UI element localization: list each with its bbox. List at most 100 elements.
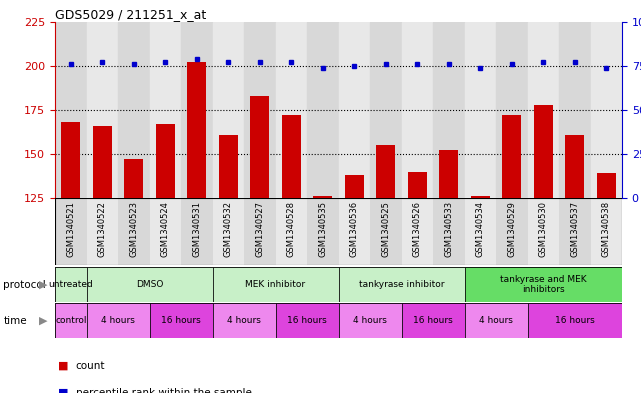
Text: GSM1340521: GSM1340521	[66, 201, 75, 257]
Bar	[534, 105, 553, 198]
Bar	[370, 22, 401, 198]
Bar	[118, 198, 149, 265]
Bar	[590, 198, 622, 265]
Text: GSM1340535: GSM1340535	[318, 201, 328, 257]
Bar	[439, 151, 458, 198]
Bar	[213, 22, 244, 198]
Text: GSM1340523: GSM1340523	[129, 201, 138, 257]
Bar	[55, 22, 87, 198]
Bar	[465, 267, 622, 302]
Bar	[87, 22, 118, 198]
Bar	[181, 198, 213, 265]
Bar	[55, 198, 87, 265]
Bar	[118, 22, 149, 198]
Text: 16 hours: 16 hours	[161, 316, 201, 325]
Bar	[338, 198, 370, 265]
Bar	[55, 303, 87, 338]
Text: 16 hours: 16 hours	[555, 316, 595, 325]
Text: GSM1340538: GSM1340538	[602, 201, 611, 257]
Bar	[187, 62, 206, 198]
Bar	[345, 175, 363, 198]
Bar	[338, 303, 401, 338]
Bar	[313, 196, 332, 198]
Bar	[219, 135, 238, 198]
Bar	[408, 172, 427, 198]
Bar	[124, 159, 143, 198]
Bar	[149, 198, 181, 265]
Text: GSM1340530: GSM1340530	[538, 201, 548, 257]
Text: GSM1340536: GSM1340536	[350, 201, 359, 257]
Text: count: count	[76, 360, 105, 371]
Text: 4 hours: 4 hours	[227, 316, 261, 325]
Bar	[149, 303, 213, 338]
Bar	[244, 22, 276, 198]
Bar	[597, 173, 616, 198]
Text: protocol: protocol	[3, 279, 46, 290]
Bar	[87, 198, 118, 265]
Bar	[465, 303, 528, 338]
Text: GSM1340534: GSM1340534	[476, 201, 485, 257]
Bar	[496, 22, 528, 198]
Bar	[250, 96, 269, 198]
Text: DMSO: DMSO	[136, 280, 163, 289]
Text: control: control	[55, 316, 87, 325]
Text: GSM1340527: GSM1340527	[255, 201, 264, 257]
Bar	[93, 126, 112, 198]
Text: GSM1340533: GSM1340533	[444, 201, 453, 257]
Bar	[55, 267, 87, 302]
Bar	[87, 267, 213, 302]
Text: GSM1340529: GSM1340529	[507, 201, 516, 257]
Bar	[244, 198, 276, 265]
Bar	[433, 22, 465, 198]
Bar	[156, 124, 175, 198]
Bar	[433, 198, 465, 265]
Bar	[528, 303, 622, 338]
Bar	[276, 198, 307, 265]
Text: 4 hours: 4 hours	[101, 316, 135, 325]
Bar	[465, 198, 496, 265]
Text: 16 hours: 16 hours	[287, 316, 327, 325]
Bar	[376, 145, 395, 198]
Text: time: time	[3, 316, 27, 325]
Bar	[528, 22, 559, 198]
Bar	[213, 303, 276, 338]
Text: GDS5029 / 211251_x_at: GDS5029 / 211251_x_at	[55, 8, 206, 21]
Bar	[149, 22, 181, 198]
Text: ■: ■	[58, 388, 69, 393]
Text: MEK inhibitor: MEK inhibitor	[246, 280, 306, 289]
Bar	[282, 115, 301, 198]
Bar	[503, 115, 521, 198]
Text: ▶: ▶	[39, 279, 47, 290]
Text: GSM1340525: GSM1340525	[381, 201, 390, 257]
Bar	[181, 22, 213, 198]
Bar	[213, 198, 244, 265]
Text: 16 hours: 16 hours	[413, 316, 453, 325]
Text: GSM1340528: GSM1340528	[287, 201, 296, 257]
Text: tankyrase and MEK
inhibitors: tankyrase and MEK inhibitors	[500, 275, 587, 294]
Bar	[307, 22, 338, 198]
Bar	[370, 198, 401, 265]
Text: GSM1340524: GSM1340524	[161, 201, 170, 257]
Bar	[276, 22, 307, 198]
Bar	[62, 122, 80, 198]
Bar	[213, 267, 338, 302]
Text: ▶: ▶	[39, 316, 47, 325]
Text: untreated: untreated	[48, 280, 93, 289]
Bar	[465, 22, 496, 198]
Bar	[338, 267, 465, 302]
Bar	[470, 196, 490, 198]
Bar	[401, 198, 433, 265]
Text: percentile rank within the sample: percentile rank within the sample	[76, 388, 251, 393]
Bar	[559, 22, 590, 198]
Text: GSM1340526: GSM1340526	[413, 201, 422, 257]
Text: 4 hours: 4 hours	[479, 316, 513, 325]
Text: GSM1340531: GSM1340531	[192, 201, 201, 257]
Text: GSM1340532: GSM1340532	[224, 201, 233, 257]
Text: GSM1340537: GSM1340537	[570, 201, 579, 257]
Text: GSM1340522: GSM1340522	[97, 201, 107, 257]
Bar	[87, 303, 149, 338]
Text: tankyrase inhibitor: tankyrase inhibitor	[359, 280, 444, 289]
Bar	[338, 22, 370, 198]
Bar	[401, 22, 433, 198]
Bar	[528, 198, 559, 265]
